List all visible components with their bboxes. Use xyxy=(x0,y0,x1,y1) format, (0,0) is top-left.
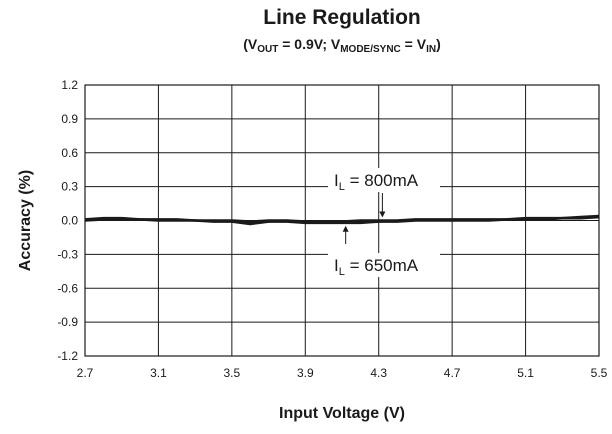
x-axis-label: Input Voltage (V) xyxy=(279,405,405,422)
annotation-label-800-sub: L xyxy=(339,181,345,193)
annotation-arrowhead-800 xyxy=(379,211,386,218)
annotation-arrowhead-650 xyxy=(342,225,349,232)
x-tick-label: 2.7 xyxy=(77,366,94,380)
subtitle-mode-sub: MODE/SYNC xyxy=(340,44,401,55)
annotation-label-650-bg xyxy=(328,253,440,277)
y-tick-label: -1.2 xyxy=(57,349,78,363)
subtitle-vout-sub: OUT xyxy=(257,44,279,55)
subtitle-close: ) xyxy=(436,36,441,52)
x-tick-label: 5.5 xyxy=(591,366,608,380)
subtitle-mid1: = 0.9V; V xyxy=(278,36,341,52)
annotation-label-650-suffix: = 650mA xyxy=(345,256,419,275)
x-tick-label: 4.7 xyxy=(444,366,461,380)
y-tick-label: 0.6 xyxy=(61,146,78,160)
x-tick-label: 3.9 xyxy=(297,366,314,380)
chart-subtitle: (VOUT = 0.9V; VMODE/SYNC = VIN) xyxy=(85,36,599,55)
x-tick-label: 4.3 xyxy=(370,366,387,380)
subtitle-vin-sub: IN xyxy=(426,44,437,55)
x-tick-label: 3.5 xyxy=(224,366,241,380)
series-line-1 xyxy=(84,215,600,226)
y-tick-label: 0.0 xyxy=(61,214,78,228)
series-lines xyxy=(84,214,600,226)
y-tick-label: -0.6 xyxy=(57,281,78,295)
annotation-label-800-bg xyxy=(328,168,440,192)
annotation-label-800-prefix: I xyxy=(334,171,339,190)
y-tick-label: 1.2 xyxy=(61,78,78,92)
y-tick-label: -0.3 xyxy=(57,247,78,261)
y-tick-label: -0.9 xyxy=(57,315,78,329)
x-tick-label: 3.1 xyxy=(150,366,167,380)
chart-title: Line Regulation xyxy=(263,6,421,29)
subtitle-mid2: = V xyxy=(400,36,427,52)
x-tick-label: 5.1 xyxy=(517,366,534,380)
tick-labels: 1.2 0.9 0.6 0.3 0.0 -0.3 -0.6 -0.9 -1.2 2.7 3.1 3.5… xyxy=(57,78,607,380)
annotation-label-650: IL = 650mA xyxy=(334,256,419,278)
annotation-label-800-suffix: = 800mA xyxy=(345,171,419,190)
y-tick-label: 0.9 xyxy=(61,112,78,126)
y-axis-label: Accuracy (%) xyxy=(17,170,34,271)
annotation-label-650-prefix: I xyxy=(334,256,339,275)
annotation-label-650-sub: L xyxy=(339,266,345,278)
subtitle-open: (V xyxy=(243,36,258,52)
y-tick-label: 0.3 xyxy=(61,180,78,194)
annotation-label-800: IL = 800mA xyxy=(334,171,419,193)
